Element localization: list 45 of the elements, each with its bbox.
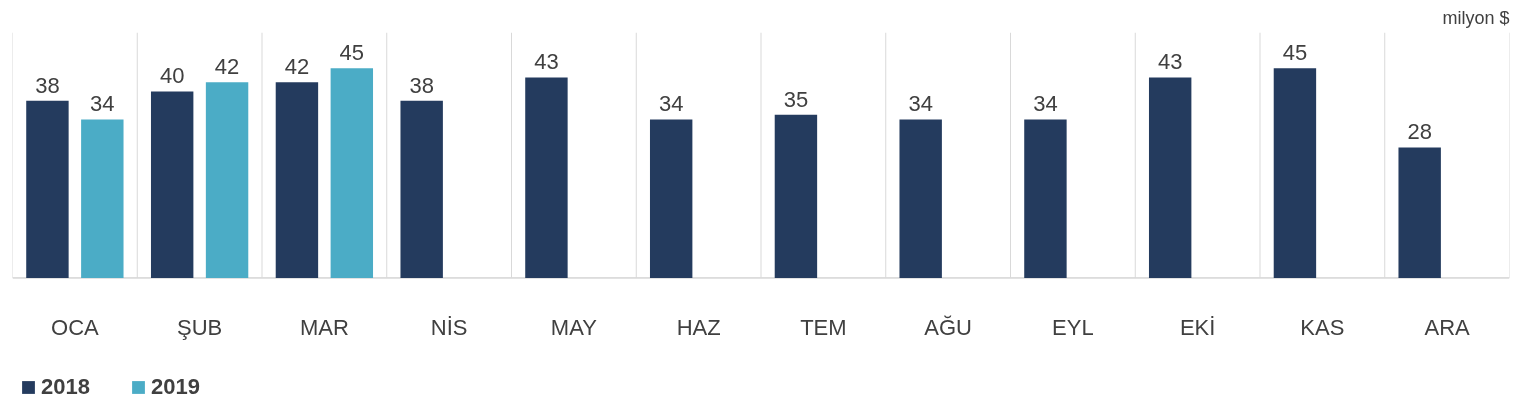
bar — [26, 100, 69, 278]
bar — [525, 77, 568, 278]
data-label: 34 — [908, 91, 933, 117]
bar — [1273, 68, 1317, 278]
x-tick-label: ARA — [1424, 315, 1471, 341]
bar — [275, 82, 319, 278]
data-label: 40 — [159, 63, 185, 89]
bar — [1398, 147, 1441, 278]
data-label: 34 — [1033, 91, 1058, 117]
data-label: 38 — [35, 72, 60, 98]
data-label: 45 — [339, 40, 365, 66]
bar — [1148, 77, 1192, 278]
bar — [899, 119, 942, 278]
data-label: 45 — [1282, 40, 1308, 66]
x-tick-label: OCA — [51, 315, 100, 341]
data-label: 43 — [534, 49, 559, 75]
data-label: 34 — [90, 91, 115, 117]
x-tick-label: NİS — [430, 315, 468, 341]
bar — [330, 68, 374, 278]
bar — [205, 82, 249, 278]
bar — [774, 114, 818, 278]
data-label: 43 — [1157, 49, 1183, 75]
data-label: 35 — [783, 86, 809, 112]
x-tick-label: EKİ — [1179, 315, 1216, 341]
text: milyon $ — [1442, 7, 1510, 28]
bar — [81, 119, 124, 278]
bar — [649, 119, 693, 278]
bar — [400, 100, 443, 278]
x-tick-label: ŞUB — [177, 315, 223, 341]
x-tick-label: AĞU — [924, 315, 972, 341]
x-tick-label: HAZ — [676, 315, 721, 341]
data-label: 38 — [409, 72, 434, 98]
x-tick-label: EYL — [1052, 315, 1094, 341]
x-tick-label: MAY — [550, 315, 598, 341]
bar — [150, 91, 194, 278]
legend-label: 2018 — [41, 374, 90, 400]
x-tick-label: MAR — [299, 315, 349, 341]
x-tick-label: TEM — [800, 315, 847, 341]
data-label: 28 — [1407, 119, 1432, 145]
data-label: 42 — [214, 54, 240, 80]
data-label: 42 — [284, 54, 310, 80]
data-label: 34 — [658, 91, 684, 117]
legend-label: 2019 — [150, 374, 200, 400]
bar — [1024, 119, 1067, 278]
x-tick-label: KAS — [1300, 315, 1345, 341]
